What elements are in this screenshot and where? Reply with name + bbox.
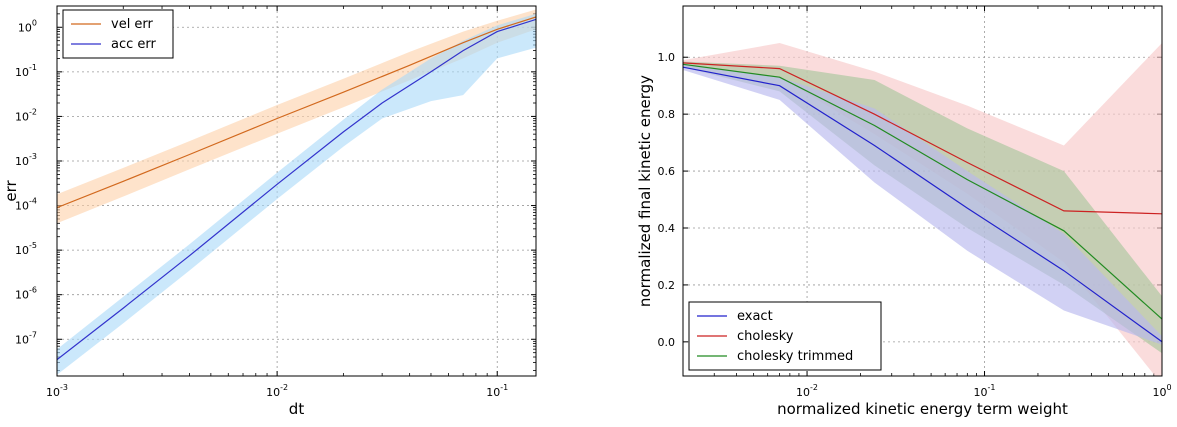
x-tick-label: 10-3 — [46, 383, 68, 399]
series-line-cholesky-trimmed — [683, 63, 1162, 320]
y-tick-label: 0.0 — [658, 336, 676, 349]
y-tick-exp: -2 — [29, 107, 37, 116]
y-tick-base: 10 — [18, 21, 32, 34]
x-tick-exp: 0 — [1166, 383, 1171, 392]
y-tick-exp: -5 — [29, 241, 37, 250]
band-exact — [683, 64, 1162, 345]
x-tick-label: 10-2 — [796, 383, 818, 399]
x-tick-base: 10 — [796, 386, 810, 399]
plot-area — [57, 9, 536, 375]
x-tick-label: 100 — [1152, 383, 1171, 399]
y-tick-exp: -7 — [29, 330, 37, 339]
y-tick-label: 10-7 — [15, 330, 37, 346]
y-tick-exp: -6 — [29, 286, 37, 295]
y-tick-exp: -4 — [29, 197, 37, 206]
y-tick-label: 10-4 — [15, 197, 37, 213]
x-tick-label: 10-1 — [486, 383, 508, 399]
legend: vel err acc err — [62, 9, 174, 59]
band-cholesky-trimmed — [683, 61, 1162, 354]
y-tick-base: 10 — [15, 289, 29, 302]
series-line-vel-err — [57, 16, 536, 209]
y-tick-base: 10 — [15, 333, 29, 346]
x-tick-exp: -2 — [280, 383, 288, 392]
series-line-acc-err — [57, 18, 536, 361]
x-axis-label: dt — [289, 400, 305, 418]
series-line-cholesky — [683, 62, 1162, 215]
x-tick-base: 10 — [266, 386, 280, 399]
y-tick-base: 10 — [15, 155, 29, 168]
y-tick-base: 10 — [15, 110, 29, 123]
legend-label: exact — [737, 309, 773, 324]
x-tick-label: 10-1 — [974, 383, 996, 399]
x-tick-exp: -1 — [988, 383, 996, 392]
chart-2: 10-2 10-1 1000.00.20.40.60.81.0normalized … — [636, 5, 1172, 418]
plot-frame — [682, 5, 1163, 377]
y-axis-label: err — [2, 180, 20, 202]
y-tick-label: 10-2 — [15, 107, 37, 123]
y-tick-label: 0.4 — [658, 222, 676, 235]
x-tick-exp: -2 — [810, 383, 818, 392]
legend-label: acc err — [111, 37, 157, 52]
plot-area — [683, 43, 1162, 376]
y-tick-label: 10-6 — [15, 286, 37, 302]
x-tick-base: 10 — [46, 386, 60, 399]
legend: exact cholesky cholesky trimmed — [688, 301, 882, 371]
x-tick-base: 10 — [974, 386, 988, 399]
y-tick-exp: -3 — [29, 152, 37, 161]
x-tick-exp: -1 — [500, 383, 508, 392]
legend-label: cholesky trimmed — [737, 349, 853, 364]
y-tick-label: 1.0 — [658, 51, 676, 64]
legend-label: cholesky — [737, 329, 794, 344]
x-tick-base: 10 — [1152, 386, 1166, 399]
plot-frame — [56, 5, 537, 377]
y-tick-base: 10 — [15, 200, 29, 213]
y-tick-label: 0.8 — [658, 108, 676, 121]
y-axis-label: normalized final kinetic energy — [636, 75, 654, 307]
x-tick-exp: -3 — [60, 383, 68, 392]
x-axis-label: normalized kinetic energy term weight — [777, 400, 1068, 418]
y-tick-label: 10-1 — [15, 63, 37, 79]
y-tick-exp: -1 — [29, 63, 37, 72]
series-line-exact — [683, 66, 1162, 343]
chart-1: 10-3 10-2 10-110-710-610-510-410-310-210-1… — [2, 5, 537, 418]
y-tick-label: 0.2 — [658, 279, 676, 292]
x-tick-base: 10 — [486, 386, 500, 399]
band-acc-err — [57, 13, 536, 375]
legend-box — [62, 9, 174, 59]
y-tick-label: 0.6 — [658, 165, 676, 178]
x-tick-label: 10-2 — [266, 383, 288, 399]
y-tick-label: 10-5 — [15, 241, 37, 257]
y-tick-label: 10-3 — [15, 152, 37, 168]
y-tick-exp: 0 — [32, 18, 37, 27]
legend-label: vel err — [111, 17, 154, 32]
y-tick-base: 10 — [15, 244, 29, 257]
y-tick-base: 10 — [15, 66, 29, 79]
y-tick-label: 100 — [18, 18, 37, 34]
